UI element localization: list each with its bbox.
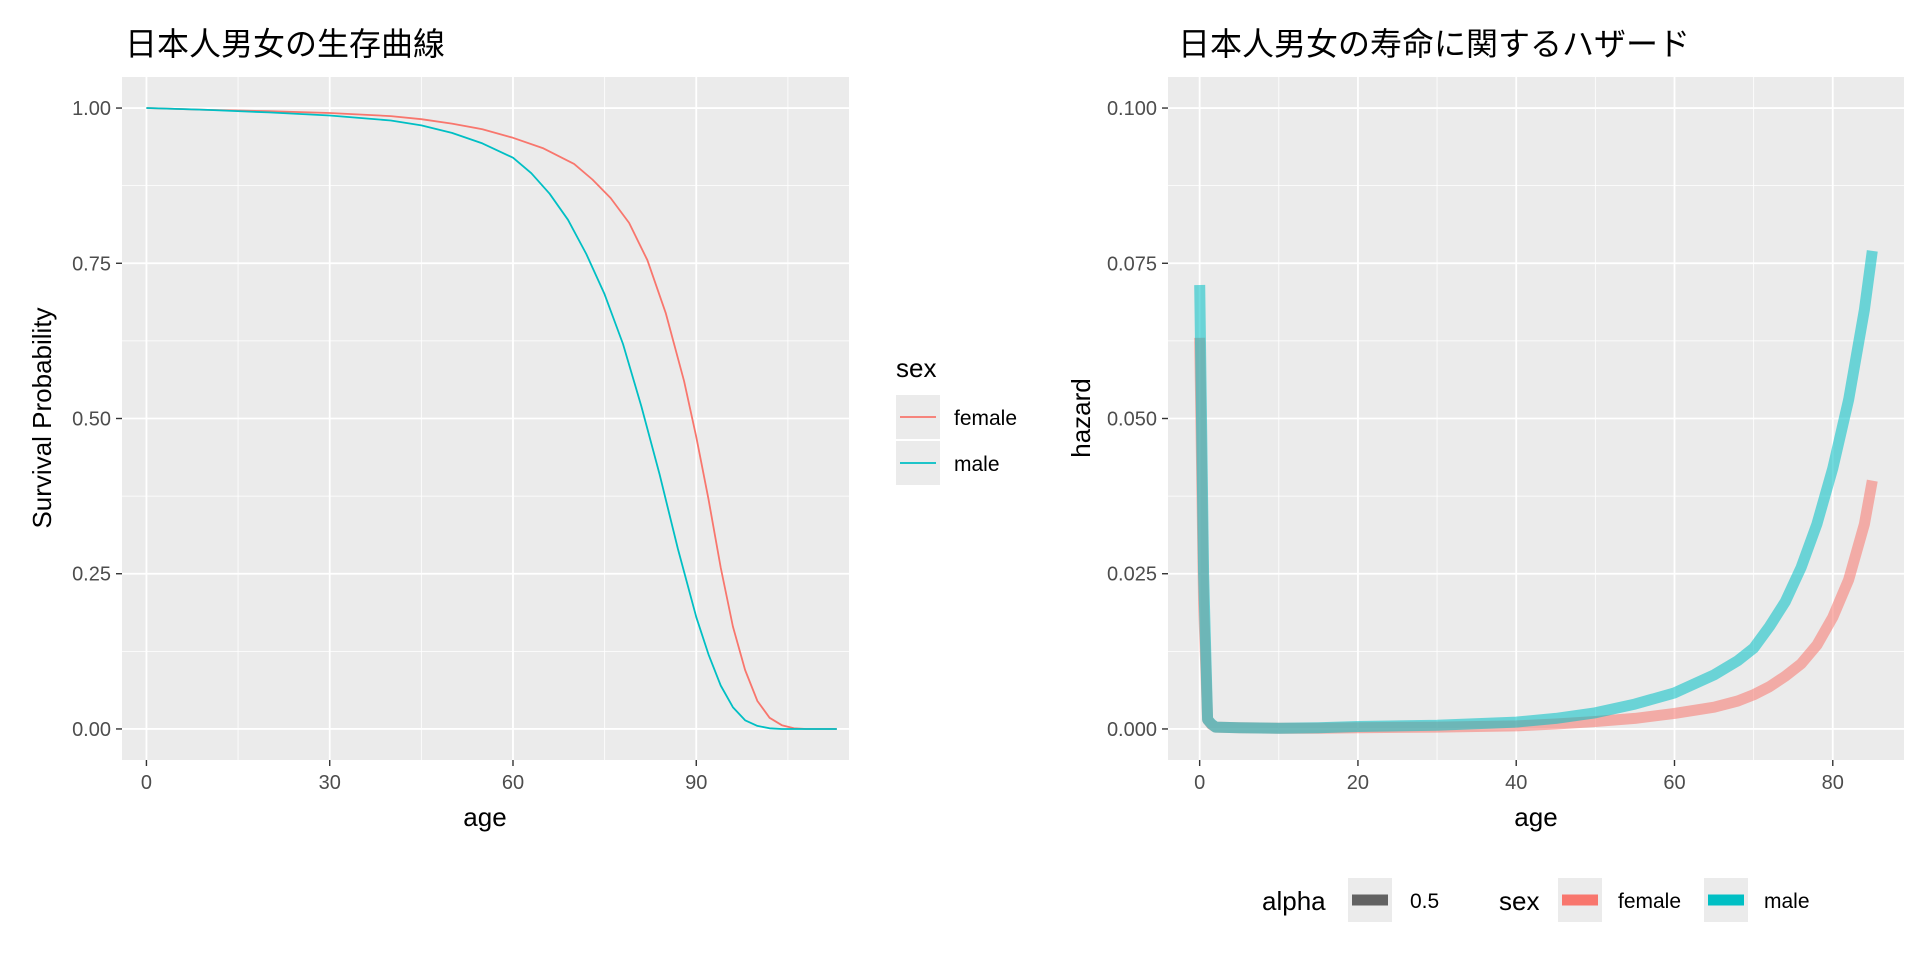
- survival-line-female: [146, 107, 837, 730]
- survival-lines: [146, 107, 837, 730]
- survival-x-tick-label: 90: [685, 772, 707, 794]
- survival-chart-title: 日本人男女の生存曲線: [125, 25, 445, 63]
- survival-x-tick-label: 30: [319, 772, 341, 794]
- hazard-y-tick-label: 0.025: [1107, 564, 1157, 586]
- hazard-legend: alpha 0.5 sex female male: [1262, 878, 1810, 922]
- legend-label-male: male: [954, 453, 1000, 476]
- legend-label-alpha: 0.5: [1410, 890, 1439, 913]
- survival-chart: 日本人男女の生存曲線 0 30 60 90 0.00 0.25 0.50 0.75 1.00 a…: [27, 25, 1017, 832]
- hazard-chart: 日本人男女の寿命に関するハザード 0 20 40 60 80 0.000 0.025 0.05…: [1066, 25, 1904, 922]
- hazard-chart-title: 日本人男女の寿命に関するハザード: [1178, 25, 1690, 63]
- hazard-x-tick-label: 40: [1505, 772, 1527, 794]
- survival-axes: 0 30 60 90 0.00 0.25 0.50 0.75 1.00: [72, 98, 707, 794]
- hazard-x-tick-label: 60: [1663, 772, 1685, 794]
- legend-label-female: female: [954, 407, 1017, 430]
- hazard-x-tick-label: 0: [1194, 772, 1205, 794]
- hazard-y-tick-label: 0.050: [1107, 409, 1157, 431]
- hazard-y-tick-label: 0.000: [1107, 719, 1157, 741]
- survival-y-tick-label: 0.00: [72, 719, 111, 741]
- survival-legend-title: sex: [896, 353, 936, 383]
- survival-y-tick-label: 0.75: [72, 253, 111, 275]
- survival-y-tick-label: 0.25: [72, 564, 111, 586]
- hazard-legend-sex-title: sex: [1499, 886, 1539, 916]
- hazard-legend-alpha-title: alpha: [1262, 886, 1326, 916]
- hazard-lines: [1194, 250, 1878, 734]
- survival-line-male: [146, 107, 837, 730]
- survival-y-axis-label: Survival Probability: [27, 307, 57, 528]
- hazard-x-axis-label: age: [1514, 802, 1557, 832]
- hazard-y-axis-label: hazard: [1066, 378, 1096, 458]
- legend-label-hazard-female: female: [1618, 890, 1681, 913]
- hazard-y-tick-label: 0.075: [1107, 253, 1157, 275]
- hazard-line-male: [1194, 250, 1878, 734]
- survival-x-tick-label: 0: [141, 772, 152, 794]
- hazard-x-tick-label: 20: [1347, 772, 1369, 794]
- hazard-y-tick-label: 0.100: [1107, 98, 1157, 120]
- survival-legend: sex female male: [896, 353, 1017, 485]
- legend-label-hazard-male: male: [1764, 890, 1810, 913]
- survival-x-axis-label: age: [463, 802, 506, 832]
- survival-y-tick-label: 0.50: [72, 409, 111, 431]
- hazard-x-tick-label: 80: [1822, 772, 1844, 794]
- hazard-axes: 0 20 40 60 80 0.000 0.025 0.050 0.075 0.100: [1107, 98, 1844, 794]
- survival-y-tick-label: 1.00: [72, 98, 111, 120]
- survival-x-tick-label: 60: [502, 772, 524, 794]
